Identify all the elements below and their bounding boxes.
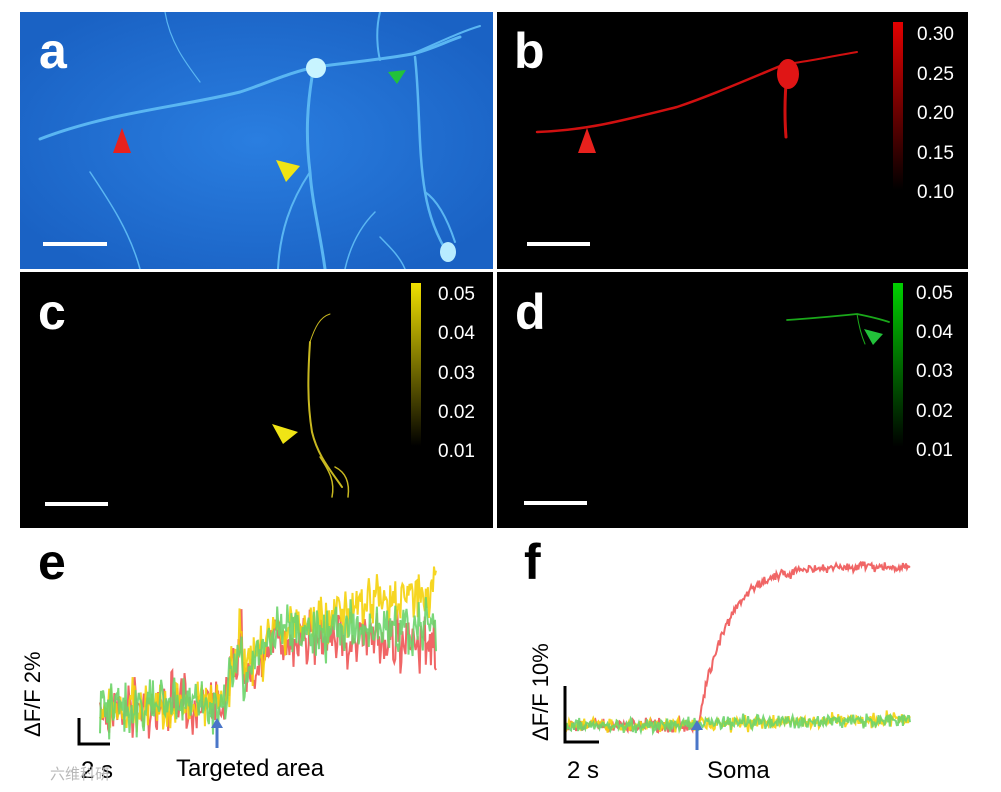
- panel-a: a: [20, 12, 493, 269]
- panel-f-label: f: [524, 534, 541, 590]
- panel-b-colorbar-tick: 0.10: [917, 182, 954, 203]
- panel-e-scale-bar: [77, 718, 110, 746]
- panel-c-colorbar-tick: 0.04: [438, 323, 475, 344]
- panel-b-colorbar-tick: 0.20: [917, 103, 954, 124]
- panel-b-colorbar-tick: 0.30: [917, 24, 954, 45]
- panel-c-colorbar-tick: 0.03: [438, 363, 475, 384]
- panel-c-image: [45, 283, 421, 506]
- panel-b-label: b: [514, 23, 545, 79]
- panel-f-y-scale-label: ΔF/F 10%: [528, 643, 553, 741]
- chart-e: [77, 566, 437, 748]
- panel-f-x-scale-label: 2 s: [567, 757, 600, 784]
- panel-b-colorbar-tick: 0.15: [917, 143, 954, 164]
- trace-e-red: [99, 609, 437, 739]
- panel-d-colorbar-tick: 0.03: [916, 361, 953, 382]
- panel-c: c 0.05 0.04 0.03 0.02 0.01: [20, 272, 493, 528]
- panel-d-colorbar-tick: 0.04: [916, 322, 953, 343]
- panel-c-label: c: [38, 284, 66, 340]
- panel-b-colorbar: [893, 22, 903, 190]
- panel-c-colorbar-tick: 0.05: [438, 284, 475, 305]
- panel-a-image: [20, 12, 493, 269]
- panel-e-stim-label: Targeted area: [176, 755, 325, 782]
- panel-f-stim-label: Soma: [707, 757, 770, 784]
- panel-f-scale-bar: [563, 686, 599, 744]
- panel-d-colorbar-tick: 0.01: [916, 440, 953, 461]
- panel-a-label: a: [39, 23, 67, 79]
- trace-f-red: [565, 560, 911, 735]
- panel-b-image: [527, 22, 903, 246]
- panel-d-label: d: [515, 284, 546, 340]
- panel-c-colorbar-tick: 0.01: [438, 441, 475, 462]
- panel-e-y-scale-label: ΔF/F 2%: [20, 651, 45, 737]
- chart-f: [563, 560, 911, 750]
- panel-d-colorbar-tick: 0.05: [916, 283, 953, 304]
- panel-e-label: e: [38, 534, 66, 590]
- panel-b: b 0.30 0.25 0.20 0.15 0.10: [497, 12, 968, 269]
- trace-f-green: [565, 712, 911, 736]
- trace-e-green: [99, 597, 437, 740]
- panel-d-colorbar-tick: 0.02: [916, 401, 953, 422]
- panel-e-x-scale-label: 2 s: [81, 757, 114, 784]
- trace-e-yellow: [99, 566, 437, 733]
- panel-d-colorbar: [893, 283, 903, 447]
- panel-c-colorbar: [411, 283, 421, 446]
- panel-d-image: [524, 283, 903, 505]
- watermark: 六维科研: [50, 766, 111, 783]
- panel-c-colorbar-tick: 0.02: [438, 402, 475, 423]
- panel-d: d 0.05 0.04 0.03 0.02 0.01: [497, 272, 968, 528]
- panel-b-colorbar-tick: 0.25: [917, 64, 954, 85]
